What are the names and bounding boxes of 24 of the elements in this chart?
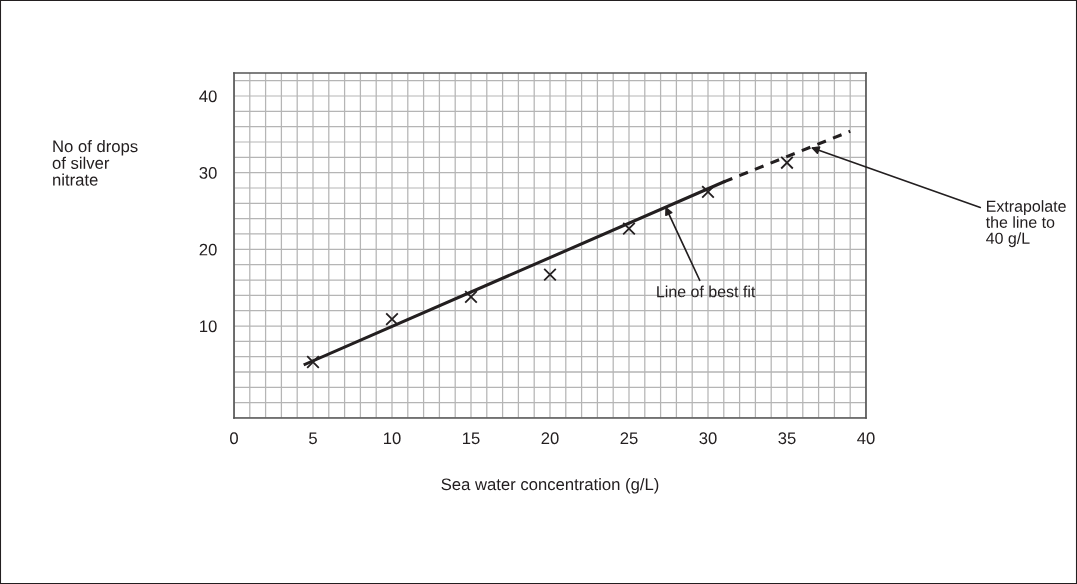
y-tick-label: 20 [199, 243, 217, 256]
y-tick-label: 40 [199, 90, 217, 103]
x-axis-title: Sea water concentration (g/L) [441, 477, 659, 494]
point [780, 155, 794, 170]
x-tick-label: 25 [620, 432, 638, 445]
x-tick-label: 20 [541, 432, 559, 445]
x-tick-label: 40 [857, 432, 875, 445]
x-tick-label: 5 [309, 432, 317, 445]
x-tick-label: 15 [463, 432, 480, 445]
x-tick-label: 0 [230, 432, 238, 445]
y-axis-title: No of drops of silver nitrate [52, 140, 138, 186]
point [464, 290, 478, 304]
x-tick-label: 35 [778, 432, 796, 445]
point [306, 355, 320, 369]
point [385, 312, 399, 326]
point [701, 185, 715, 199]
annotation: Extrapolate the line to 40 g/L [985, 200, 1066, 248]
y-tick-label: 10 [200, 320, 217, 333]
y-tick-label: 30 [199, 167, 217, 179]
x-tick-label: 30 [699, 432, 717, 445]
annotation: Line of best fit [657, 285, 756, 298]
point [543, 267, 557, 282]
point [622, 221, 636, 236]
x-tick-label: 10 [384, 432, 401, 445]
